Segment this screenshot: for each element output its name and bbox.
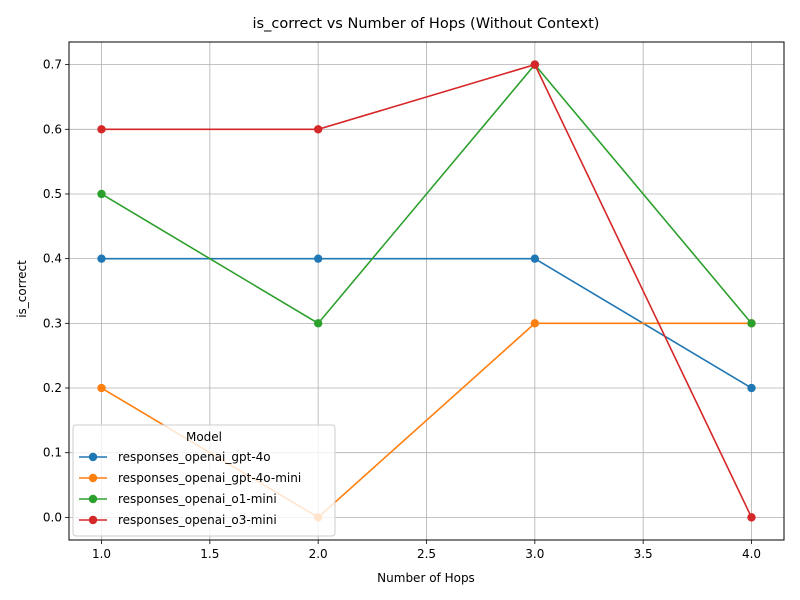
chart-title: is_correct vs Number of Hops (Without Co… <box>253 16 600 32</box>
y-axis-ticks: 0.0 0.1 0.2 0.3 0.4 0.5 0.6 0.7 <box>43 58 69 524</box>
y-tick-label: 0.4 <box>43 252 62 266</box>
data-point <box>747 383 756 393</box>
legend-label: responses_openai_o3-mini <box>118 513 277 527</box>
legend-label: responses_openai_gpt-4o <box>118 450 271 464</box>
legend-item: responses_openai_gpt-4o <box>79 450 271 464</box>
y-tick-label: 0.5 <box>43 187 62 201</box>
legend-label: responses_openai_o1-mini <box>118 492 277 506</box>
x-tick-label: 4.0 <box>742 547 761 561</box>
series-responses_openai_o3-mini <box>97 60 756 522</box>
y-tick-label: 0.0 <box>43 510 62 524</box>
legend-item: responses_openai_gpt-4o-mini <box>79 471 301 485</box>
legend-item: responses_openai_o3-mini <box>79 513 277 527</box>
data-point <box>313 319 323 328</box>
data-point <box>530 254 540 263</box>
legend-marker <box>88 473 98 483</box>
data-point <box>530 319 540 328</box>
y-tick-label: 0.1 <box>43 446 62 460</box>
legend-label: responses_openai_gpt-4o-mini <box>118 471 301 485</box>
series-line <box>101 63 753 518</box>
data-point <box>530 60 540 69</box>
data-point <box>97 189 106 199</box>
data-point <box>747 513 756 522</box>
series-line <box>101 63 753 325</box>
y-tick-label: 0.7 <box>43 58 62 72</box>
data-point <box>97 125 106 134</box>
y-tick-label: 0.2 <box>43 381 62 395</box>
legend-item: responses_openai_o1-mini <box>79 492 277 506</box>
data-point <box>97 254 106 263</box>
data-point <box>747 319 756 328</box>
legend-marker <box>88 452 98 462</box>
series-layer <box>97 60 756 522</box>
y-tick-label: 0.6 <box>43 122 62 136</box>
legend-box <box>72 424 336 537</box>
x-tick-label: 3.5 <box>634 547 653 561</box>
x-tick-label: 1.5 <box>200 547 219 561</box>
legend-marker <box>88 515 98 525</box>
y-tick-label: 0.3 <box>43 316 62 330</box>
data-point <box>97 383 106 393</box>
x-tick-label: 2.0 <box>309 547 328 561</box>
x-axis-ticks: 1.0 1.5 2.0 2.5 3.0 3.5 4.0 <box>92 540 761 561</box>
data-point <box>313 254 323 263</box>
y-axis-label: is_correct <box>15 260 29 318</box>
x-tick-label: 2.5 <box>417 547 436 561</box>
x-tick-label: 1.0 <box>92 547 111 561</box>
data-point <box>313 125 323 134</box>
legend-marker <box>88 494 98 504</box>
x-tick-label: 3.0 <box>525 547 544 561</box>
x-axis-label: Number of Hops <box>377 571 475 585</box>
legend: Model responses_openai_gpt-4o responses_op… <box>72 424 336 537</box>
legend-title: Model <box>186 430 222 444</box>
